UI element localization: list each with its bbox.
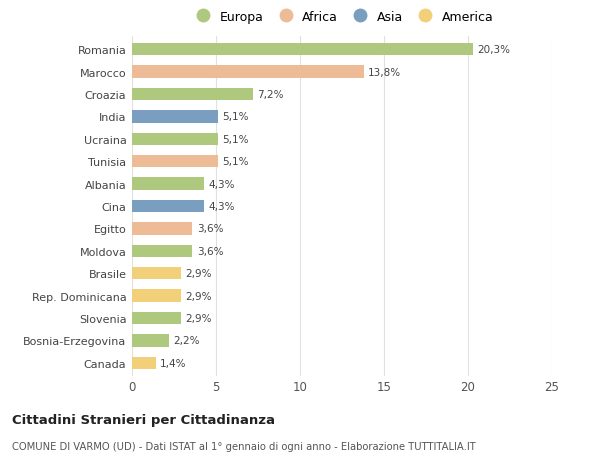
Text: 4,3%: 4,3% — [208, 202, 235, 212]
Bar — [132, 335, 169, 347]
Text: 5,1%: 5,1% — [222, 157, 248, 167]
Text: 3,6%: 3,6% — [197, 224, 223, 234]
Text: 2,9%: 2,9% — [185, 269, 211, 279]
Bar — [132, 134, 218, 146]
Bar — [132, 178, 204, 190]
Text: 3,6%: 3,6% — [197, 246, 223, 256]
Bar — [132, 67, 364, 78]
Bar — [132, 357, 155, 369]
Text: 4,3%: 4,3% — [208, 179, 235, 189]
Bar — [132, 312, 181, 325]
Bar — [132, 111, 218, 123]
Text: 2,2%: 2,2% — [173, 336, 200, 346]
Bar — [132, 44, 473, 56]
Legend: Europa, Africa, Asia, America: Europa, Africa, Asia, America — [191, 11, 493, 24]
Text: 5,1%: 5,1% — [222, 134, 248, 145]
Text: 1,4%: 1,4% — [160, 358, 186, 368]
Text: Cittadini Stranieri per Cittadinanza: Cittadini Stranieri per Cittadinanza — [12, 413, 275, 426]
Bar — [132, 268, 181, 280]
Text: COMUNE DI VARMO (UD) - Dati ISTAT al 1° gennaio di ogni anno - Elaborazione TUTT: COMUNE DI VARMO (UD) - Dati ISTAT al 1° … — [12, 441, 476, 451]
Bar — [132, 156, 218, 168]
Bar — [132, 201, 204, 213]
Text: 20,3%: 20,3% — [477, 45, 510, 55]
Text: 2,9%: 2,9% — [185, 313, 211, 323]
Bar — [132, 245, 193, 257]
Bar — [132, 290, 181, 302]
Text: 2,9%: 2,9% — [185, 291, 211, 301]
Text: 7,2%: 7,2% — [257, 90, 284, 100]
Text: 13,8%: 13,8% — [368, 67, 401, 78]
Text: 5,1%: 5,1% — [222, 112, 248, 122]
Bar — [132, 89, 253, 101]
Bar — [132, 223, 193, 235]
